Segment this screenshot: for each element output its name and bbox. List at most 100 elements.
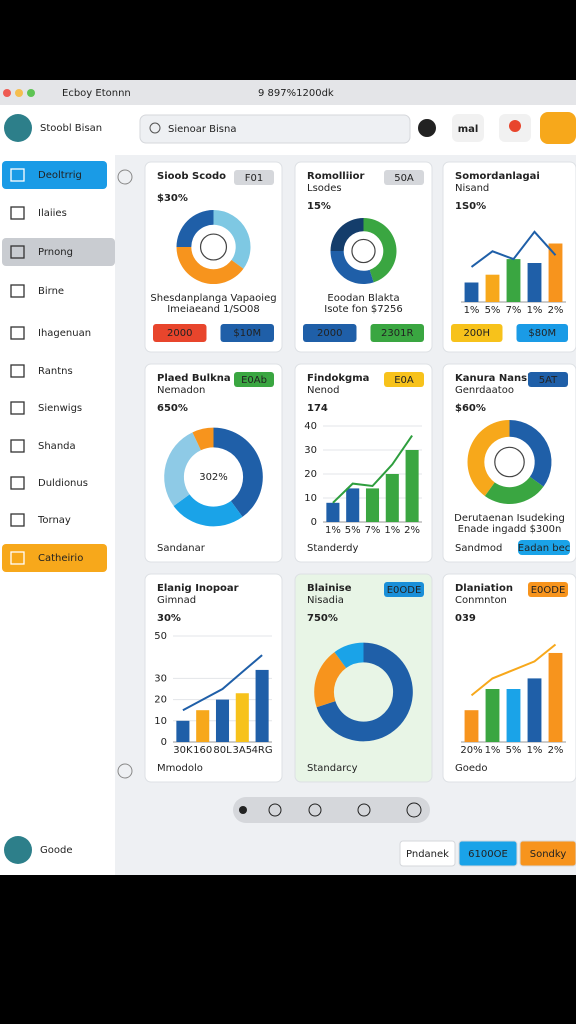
footer-button-label[interactable]: Sondky [530, 849, 567, 860]
close-dot[interactable] [3, 89, 11, 97]
nav-label[interactable]: Ihagenuan [38, 328, 91, 339]
bar [548, 652, 563, 742]
nav-label[interactable]: Duldionus [38, 478, 88, 489]
footer-button[interactable] [458, 840, 518, 867]
caption: Isote fon $7256 [324, 304, 403, 315]
icon-label[interactable]: mal [458, 124, 479, 135]
nav-label[interactable]: Catheirio [38, 553, 83, 564]
card-button-label[interactable]: 200H [463, 328, 490, 339]
footer-button-label[interactable]: Pndanek [406, 849, 449, 860]
x-tick-label: 5% [345, 525, 361, 536]
tool[interactable] [239, 806, 247, 814]
card-button[interactable] [451, 324, 503, 342]
donut-segment [173, 494, 243, 527]
card-button-label[interactable]: 2000 [167, 328, 192, 339]
bar [255, 669, 269, 742]
nav-label[interactable]: Tornay [37, 515, 71, 526]
tool[interactable] [406, 802, 422, 818]
card-button-label[interactable]: $10M [233, 328, 261, 339]
donut-segment [213, 427, 263, 517]
badge-label[interactable]: E0ODE [531, 585, 566, 596]
url[interactable]: 9 897%1200dk [258, 88, 334, 99]
search-box[interactable] [139, 114, 411, 144]
tool[interactable] [268, 803, 282, 817]
bar [527, 678, 542, 742]
card-button-label[interactable]: $80M [528, 328, 556, 339]
nav-icon [10, 245, 25, 259]
card-button[interactable] [516, 324, 569, 342]
bar [385, 474, 399, 522]
badge-label[interactable]: 5AT [539, 375, 558, 386]
bar [176, 720, 190, 742]
badge [234, 170, 274, 185]
card-footer: Standarcy [307, 763, 358, 774]
card-value: 1S0% [455, 201, 486, 212]
card-value: 174 [307, 403, 328, 414]
card-action-label[interactable]: Eadan bec [518, 543, 570, 554]
x-tick-label: 30K [173, 745, 193, 756]
nav-label[interactable]: Ilaiies [38, 208, 67, 219]
min-dot[interactable] [15, 89, 23, 97]
title-bar [0, 80, 576, 105]
caption: Imeiaeand 1/SO08 [167, 304, 260, 315]
badge-label[interactable]: 50A [394, 173, 414, 184]
nav-label[interactable]: Shanda [38, 441, 76, 452]
tool[interactable] [357, 803, 371, 817]
side-handle[interactable] [117, 169, 133, 185]
tool[interactable] [308, 803, 322, 817]
footer-button[interactable] [399, 840, 456, 867]
card-footer: Sandmod [455, 543, 502, 554]
donut-segment [164, 432, 201, 506]
bar [485, 689, 500, 742]
donut-segment [330, 251, 374, 284]
nav-label[interactable]: Rantns [38, 366, 73, 377]
donut-segment [176, 247, 244, 284]
card-button[interactable] [370, 324, 425, 342]
badge-label[interactable]: E0ODE [387, 585, 422, 596]
nav-icon [10, 551, 25, 565]
badge-label[interactable]: F01 [245, 173, 263, 184]
nav-label[interactable]: Birne [38, 286, 64, 297]
tab-title[interactable]: Ecboy Etonnn [62, 88, 131, 99]
badge-label[interactable]: E0A [394, 375, 414, 386]
nav-label[interactable]: Sienwigs [38, 403, 82, 414]
badge-label[interactable]: E0Ab [241, 375, 267, 386]
card-button[interactable] [153, 324, 207, 342]
card-button-label[interactable]: 2000 [317, 328, 342, 339]
card-title: Dlaniation [455, 583, 513, 594]
donut-segment [176, 210, 214, 247]
card-subtitle: Conmnton [455, 595, 507, 606]
settings-icon[interactable] [418, 119, 436, 137]
card-action[interactable] [518, 540, 570, 555]
card-button[interactable] [220, 324, 275, 342]
search-placeholder[interactable]: Sienoar Bisna [168, 124, 236, 135]
user-name[interactable]: Goode [40, 845, 73, 856]
nav-highlight [2, 544, 107, 572]
donut-segment [484, 476, 544, 505]
icon-button[interactable] [452, 114, 484, 142]
x-tick-label: 160 [193, 745, 212, 756]
card-button[interactable] [303, 324, 357, 342]
nav-label[interactable]: Prnong [38, 247, 73, 258]
profile-button[interactable] [540, 112, 576, 144]
card-value: 15% [307, 201, 331, 212]
y-tick-label: 40 [304, 421, 317, 432]
max-dot[interactable] [27, 89, 35, 97]
nav-icon [10, 439, 25, 453]
badge [384, 582, 424, 597]
card-footer: Sandanar [157, 543, 206, 554]
bar [235, 693, 249, 742]
x-tick-label: 1% [527, 305, 543, 316]
nav-label[interactable]: Deoltrrig [38, 170, 82, 181]
donut-icon [199, 233, 228, 261]
caption: Eoodan Blakta [327, 293, 399, 304]
donut-segment [363, 218, 397, 283]
card-button-label[interactable]: 2301R [381, 328, 413, 339]
x-tick-label: 7% [506, 305, 522, 316]
footer-button-label[interactable]: 6100OE [468, 849, 508, 860]
x-tick-label: 2% [548, 305, 564, 316]
caption: Derutaenan Isudeking [454, 513, 565, 524]
footer-button[interactable] [519, 840, 576, 867]
y-tick-label: 20 [304, 469, 317, 480]
side-handle[interactable] [117, 763, 133, 779]
